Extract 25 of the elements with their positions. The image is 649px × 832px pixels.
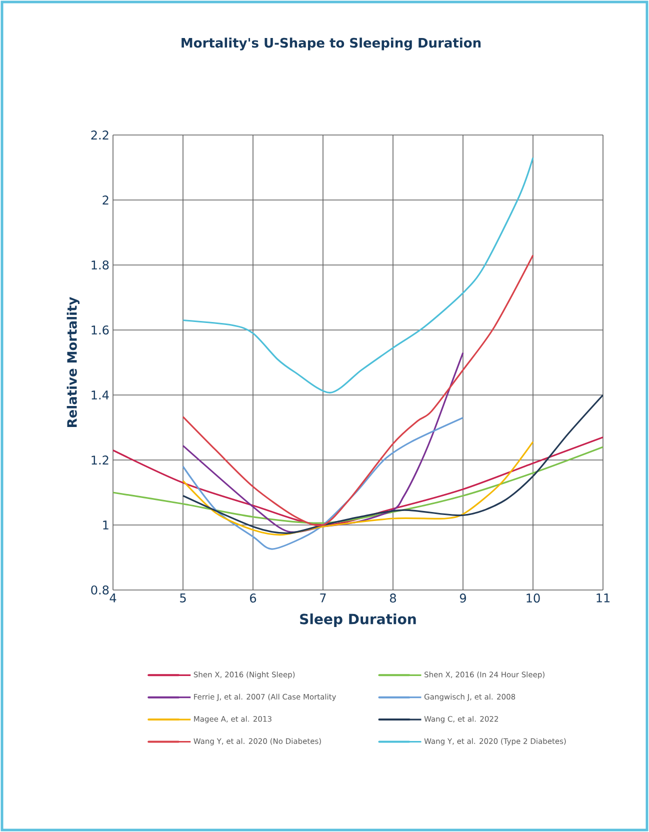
x-tick-label: 5 [180, 594, 186, 602]
x-tick-label: 7 [320, 594, 326, 602]
x-axis-title: Sleep Duration [300, 613, 416, 628]
line-series [182, 440, 534, 536]
line-series [182, 156, 534, 394]
line-series [182, 352, 464, 533]
x-tick-label: 8 [390, 594, 396, 603]
x-tick-label: 10 [526, 594, 540, 603]
x-tick-label: 4 [110, 594, 116, 602]
y-tick-label: 2.2 [91, 130, 108, 140]
y-tick-label: 1.8 [92, 260, 109, 270]
y-tick-label: 1 [103, 520, 108, 530]
x-tick-label: 6 [250, 594, 256, 603]
line-series [182, 254, 534, 526]
y-tick-label: 2 [102, 196, 108, 204]
y-tick-label: 0.8 [91, 585, 109, 595]
x-tick-label: 11 [596, 594, 610, 602]
chart-title: Mortality's U-Shape to Sleeping Duration [182, 38, 481, 50]
y-tick-label: 1.4 [92, 390, 109, 400]
y-tick-label: 1.2 [92, 456, 108, 464]
x-tick-label: 9 [460, 594, 466, 603]
y-tick-label: 1.6 [92, 325, 109, 335]
y-axis-title: Relative Mortality [66, 297, 80, 428]
line-series [182, 416, 464, 550]
line-series [182, 394, 603, 534]
